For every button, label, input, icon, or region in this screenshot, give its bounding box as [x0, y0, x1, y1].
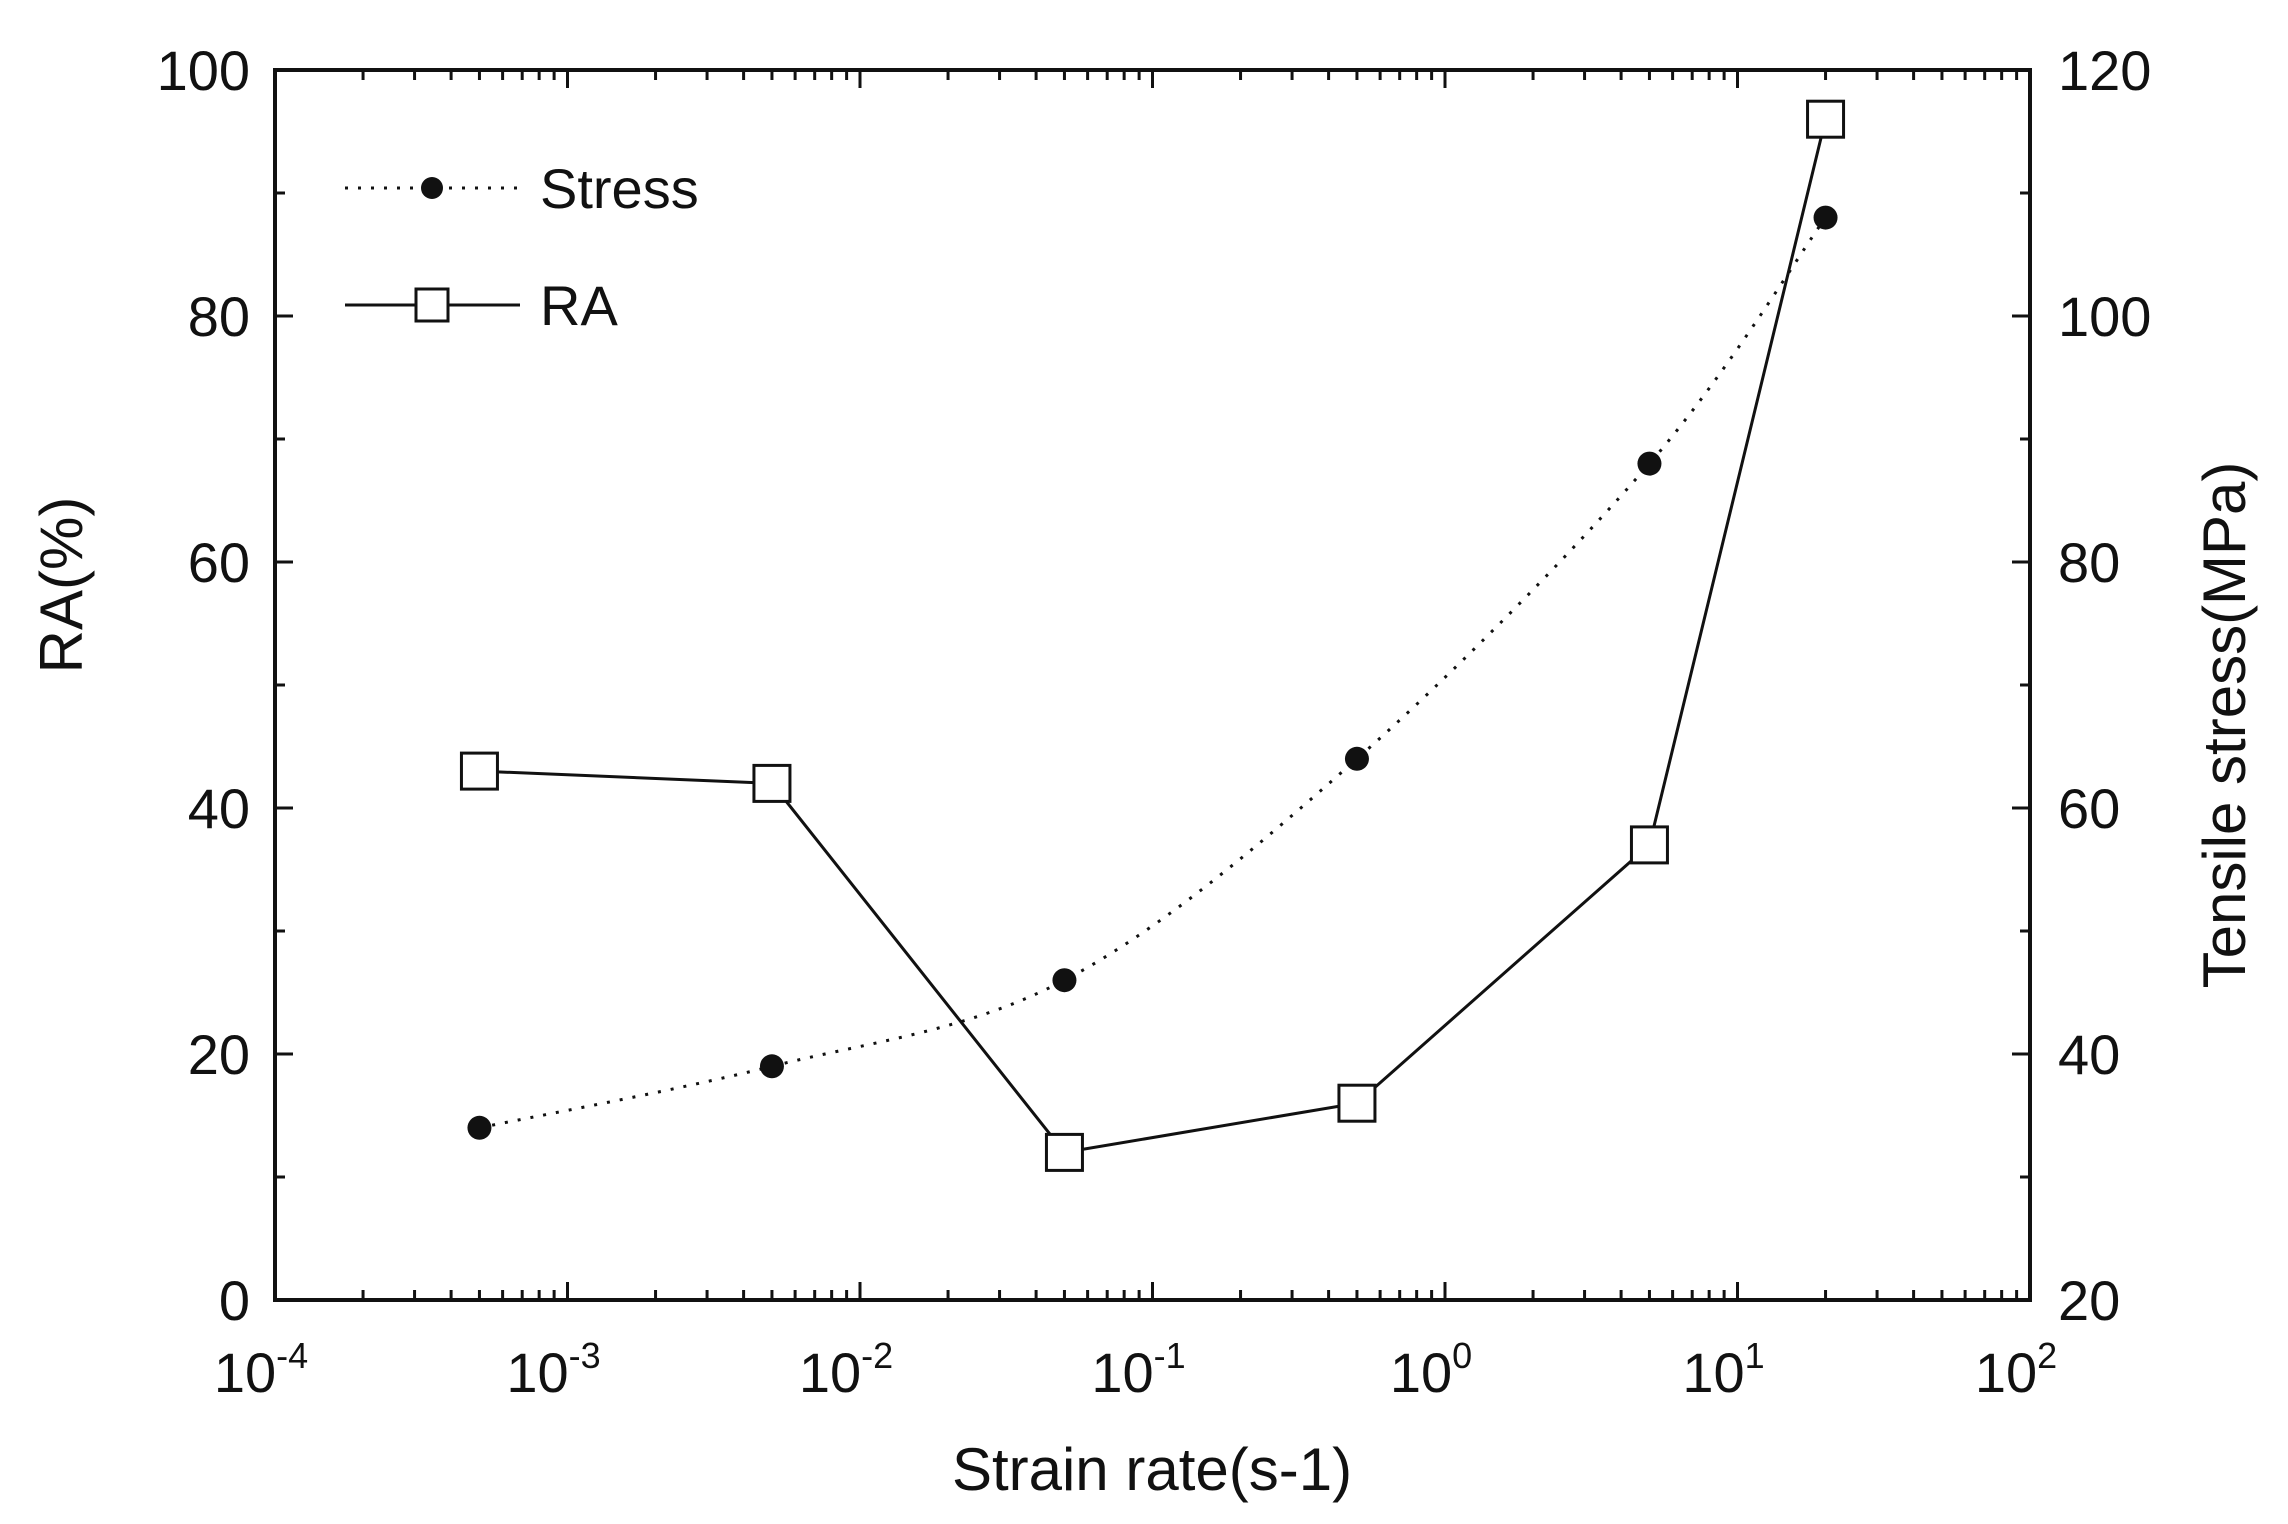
y2-tick-label: 120 [2058, 39, 2151, 102]
x-axis-title: Strain rate(s-1) [952, 1436, 1352, 1503]
legend: Stress RA [345, 157, 699, 337]
y-tick-label: 80 [188, 285, 250, 348]
y-tick-label: 60 [188, 531, 250, 594]
stress-point [1344, 746, 1369, 771]
x-tick-label: 100 [1390, 1335, 1472, 1404]
x-tick-label: 10-1 [1091, 1335, 1185, 1404]
x-tick-label: 10-4 [214, 1335, 308, 1404]
x-tick-label: 10-2 [799, 1335, 893, 1404]
ra-point [1337, 1083, 1377, 1123]
y2-axis-title: Tensile stress(MPa) [2191, 462, 2258, 989]
x-tick-label: 10-3 [506, 1335, 600, 1404]
ra-series-line [479, 118, 1828, 1155]
ra-point [1044, 1132, 1084, 1172]
stress-series-line [479, 216, 1827, 1130]
legend-stress-marker [421, 177, 443, 199]
y2-tick-label: 20 [2058, 1269, 2120, 1332]
legend-ra-marker [414, 287, 450, 323]
stress-point [1637, 451, 1662, 476]
y-tick-label: 40 [188, 777, 250, 840]
stress-point [1052, 968, 1077, 993]
y2-tick-label: 40 [2058, 1023, 2120, 1086]
y-tick-label: 0 [219, 1269, 250, 1332]
tick-labels: 10-4 10-3 10-2 10-1 100 101 102 0 20 40 60 80 100 20 4… [157, 39, 2152, 1404]
x-tick-label: 101 [1682, 1335, 1764, 1404]
legend-ra-label: RA [540, 274, 618, 337]
series-lines [479, 118, 1828, 1155]
ra-point [1806, 99, 1846, 139]
y2-tick-label: 100 [2058, 285, 2151, 348]
y-axis-title: RA(%) [28, 497, 95, 674]
stress-point [759, 1054, 784, 1079]
plot-frame [273, 68, 2032, 1302]
legend-stress-label: Stress [540, 157, 699, 220]
y-tick-label: 100 [157, 39, 250, 102]
markers [459, 99, 1846, 1172]
stress-point [1813, 205, 1838, 230]
y2-tick-label: 80 [2058, 531, 2120, 594]
ticks [273, 68, 2032, 1302]
ra-point [1629, 825, 1669, 865]
ra-point [459, 751, 499, 791]
x-tick-label: 102 [1975, 1335, 2057, 1404]
stress-point [467, 1115, 492, 1140]
ra-point [752, 763, 792, 803]
y-tick-label: 20 [188, 1023, 250, 1086]
y2-tick-label: 60 [2058, 777, 2120, 840]
